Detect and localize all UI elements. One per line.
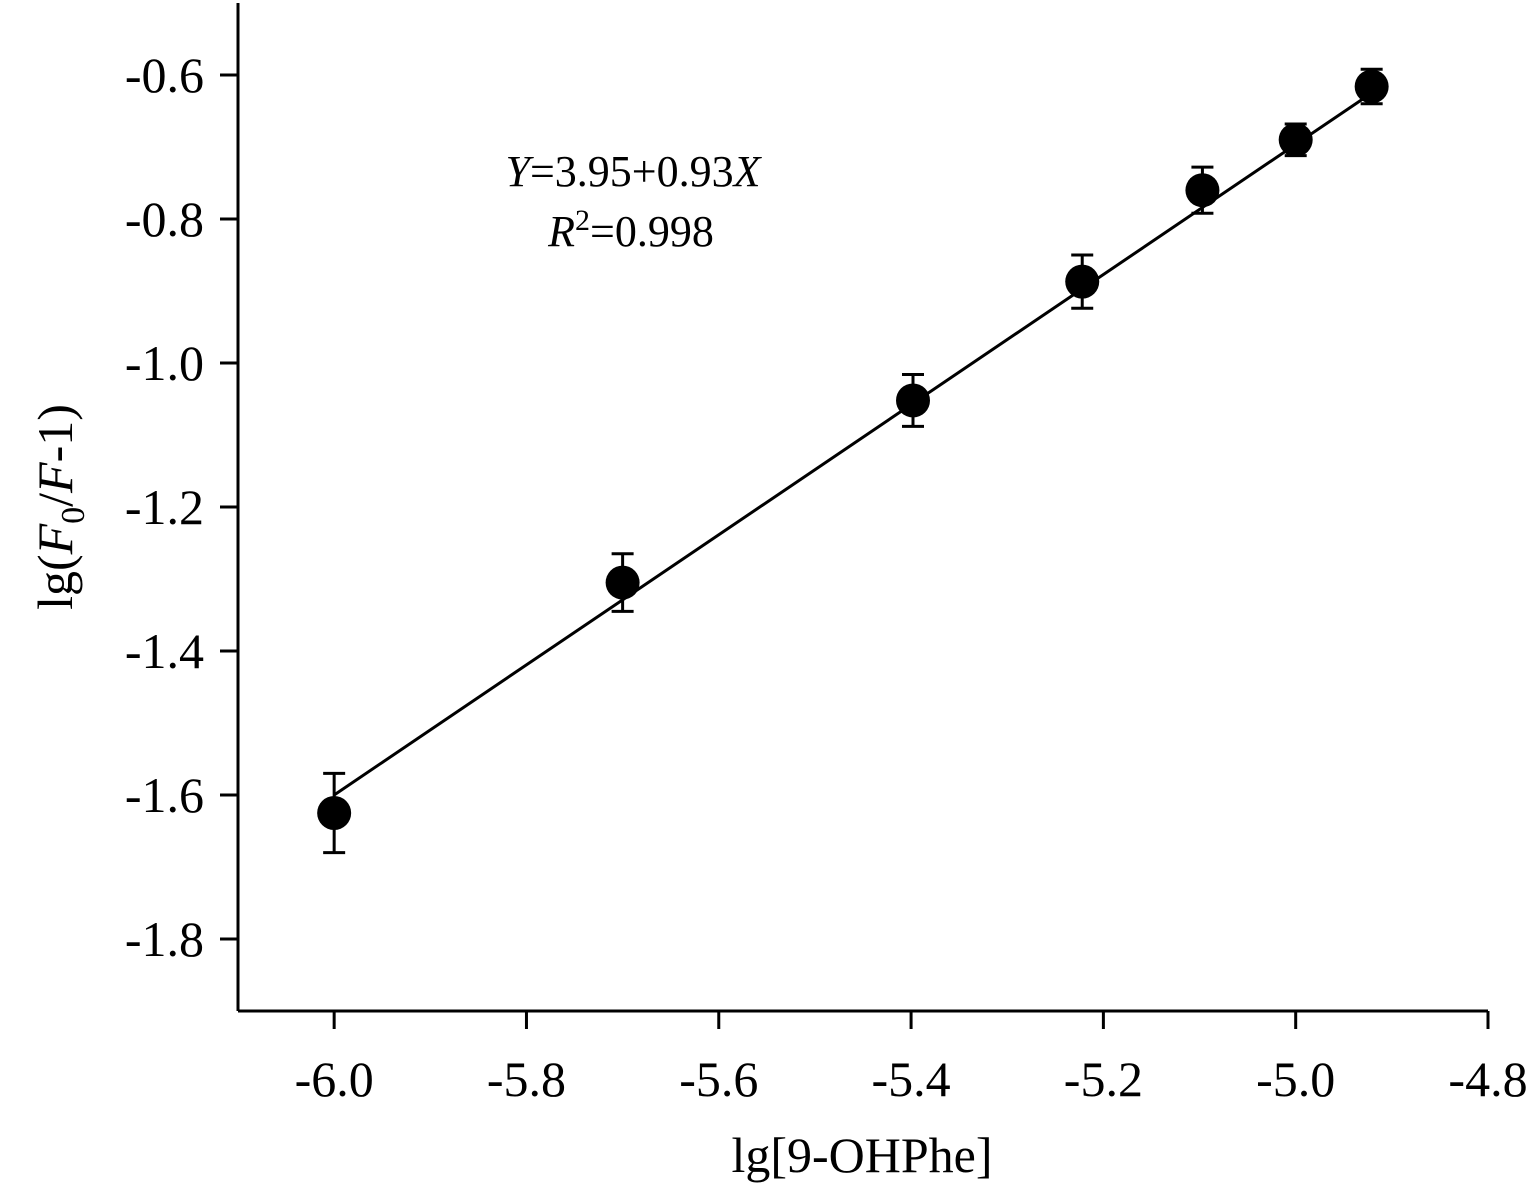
data-point-group <box>1278 122 1313 158</box>
data-point-group <box>1185 165 1220 215</box>
data-point-group <box>317 771 352 855</box>
equation-annotation: Y=3.95+0.93X <box>505 147 762 196</box>
data-point <box>1354 69 1389 104</box>
eq-x-symbol: X <box>732 147 763 196</box>
x-tick-label: -5.0 <box>1256 1051 1335 1107</box>
r-symbol: R <box>547 207 575 256</box>
fit-line-layer <box>333 91 1373 797</box>
y-title-prefix: lg( <box>27 554 83 610</box>
x-tick-label: -4.8 <box>1448 1051 1527 1107</box>
eq-body: =3.95+0.93 <box>530 147 734 196</box>
x-tick-label: -5.2 <box>1064 1051 1143 1107</box>
data-points-layer <box>317 67 1389 855</box>
data-point <box>317 796 352 830</box>
data-point <box>1278 122 1313 157</box>
y-title-suffix: -1) <box>27 404 83 462</box>
data-point-group <box>896 373 930 428</box>
r-squared-annotation: R2=0.998 <box>547 204 714 256</box>
data-point <box>1185 173 1220 208</box>
x-tick-label: -6.0 <box>295 1051 374 1107</box>
y-tick-label: -1.8 <box>125 911 204 967</box>
y-tick-label: -0.8 <box>125 191 204 247</box>
y-title-f: F <box>27 462 83 494</box>
data-point-group <box>1065 253 1100 310</box>
y-axis-title: lg(F0/F-1) <box>27 404 92 610</box>
y-tick-label: -1.0 <box>125 335 204 391</box>
x-tick-label: -5.8 <box>487 1051 566 1107</box>
r-superscript: 2 <box>575 204 590 237</box>
y-tick-label: -1.4 <box>125 623 204 679</box>
y-title-f0: F <box>27 523 83 555</box>
y-ticks: -0.6 -0.8 -1.0 -1.2 -1.4 -1.6 -1.8 <box>125 47 238 967</box>
y-tick-label: -1.2 <box>125 479 204 535</box>
y-title-f0-sub: 0 <box>55 507 92 524</box>
r-value: =0.998 <box>590 207 714 256</box>
y-tick-label: -0.6 <box>125 47 204 103</box>
data-point <box>896 383 930 418</box>
x-tick-label: -5.6 <box>679 1051 758 1107</box>
x-tick-label: -5.4 <box>871 1051 950 1107</box>
fit-line <box>333 91 1373 797</box>
eq-y-symbol: Y <box>505 147 534 196</box>
y-title-slash: / <box>27 493 83 507</box>
data-point-group <box>1354 67 1389 106</box>
data-point <box>1065 264 1100 299</box>
x-ticks: -6.0 -5.8 -5.6 -5.4 -5.2 -5.0 -4.8 <box>295 1011 1528 1107</box>
x-axis-title: lg[9-OHPhe] <box>731 1127 992 1183</box>
y-tick-label: -1.6 <box>125 767 204 823</box>
data-point-group <box>605 552 640 613</box>
data-point <box>605 565 640 600</box>
